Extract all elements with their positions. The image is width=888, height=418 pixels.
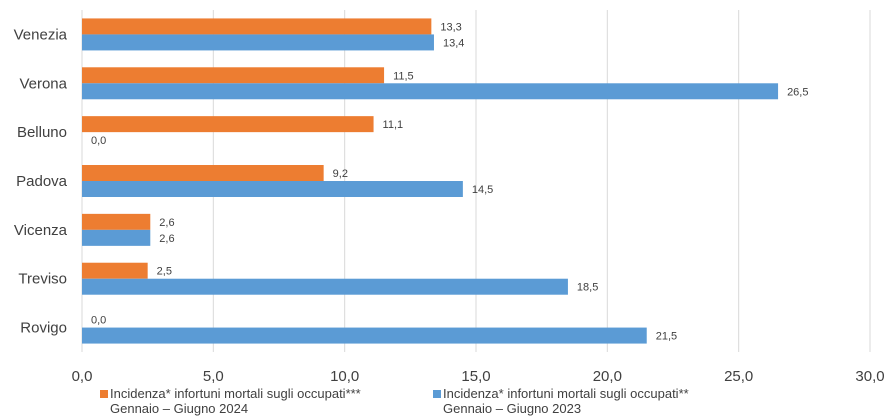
category-label: Verona	[19, 75, 67, 92]
bar	[82, 67, 385, 84]
legend-label: Incidenza* infortuni mortali sugli occup…	[110, 386, 361, 401]
legend-label: Gennaio – Giugno 2024	[110, 401, 248, 416]
x-tick-label: 25,0	[724, 368, 753, 385]
legend-swatch	[100, 390, 108, 398]
x-tick-label: 5,0	[203, 368, 224, 385]
data-label: 2,6	[159, 233, 174, 245]
data-label: 13,3	[440, 21, 461, 33]
data-labels: 13,3 13,4 11,5 26,5 11,1 0,0 9,2 14,5 2,6 2,6 2,5 1…	[91, 21, 808, 342]
bar	[82, 116, 374, 133]
category-label: Venezia	[14, 26, 68, 43]
bar	[82, 327, 647, 344]
category-label: Vicenza	[14, 222, 68, 239]
data-label: 2,6	[159, 217, 174, 229]
data-label: 2,5	[157, 266, 172, 278]
data-label: 21,5	[656, 331, 677, 343]
bar	[82, 83, 779, 100]
data-label: 11,1	[383, 119, 404, 131]
data-label: 9,2	[333, 168, 348, 180]
x-tick-label: 15,0	[461, 368, 490, 385]
data-label: 0,0	[91, 315, 106, 327]
bar	[82, 278, 568, 295]
bars	[82, 18, 779, 344]
bar	[82, 165, 324, 181]
x-tick-label: 20,0	[593, 368, 622, 385]
x-axis-tick-labels: 0,0 5,0 10,0 15,0 20,0 25,0 30,0	[72, 368, 885, 385]
category-label: Padova	[16, 173, 68, 190]
bar	[82, 213, 151, 230]
category-label: Belluno	[17, 124, 67, 141]
bar	[82, 229, 151, 246]
bar	[82, 18, 432, 35]
data-label: 14,5	[472, 184, 493, 196]
bar	[82, 34, 434, 51]
data-label: 0,0	[91, 135, 106, 147]
x-tick-label: 0,0	[72, 368, 93, 385]
legend-swatch	[433, 390, 441, 398]
category-labels: Venezia Verona Belluno Padova Vicenza Treviso…	[14, 26, 68, 336]
bar	[82, 181, 463, 197]
x-tick-label: 30,0	[855, 368, 884, 385]
bar	[82, 262, 148, 279]
category-label: Treviso	[18, 271, 67, 288]
category-label: Rovigo	[20, 320, 67, 337]
data-label: 13,4	[443, 37, 464, 49]
data-label: 18,5	[577, 282, 598, 294]
legend: Incidenza* infortuni mortali sugli occup…	[100, 386, 689, 416]
x-tick-label: 10,0	[330, 368, 359, 385]
legend-label: Gennaio – Giugno 2023	[443, 401, 581, 416]
data-label: 26,5	[787, 86, 808, 98]
data-label: 11,5	[393, 70, 414, 82]
legend-label: Incidenza* infortuni mortali sugli occup…	[443, 386, 689, 401]
